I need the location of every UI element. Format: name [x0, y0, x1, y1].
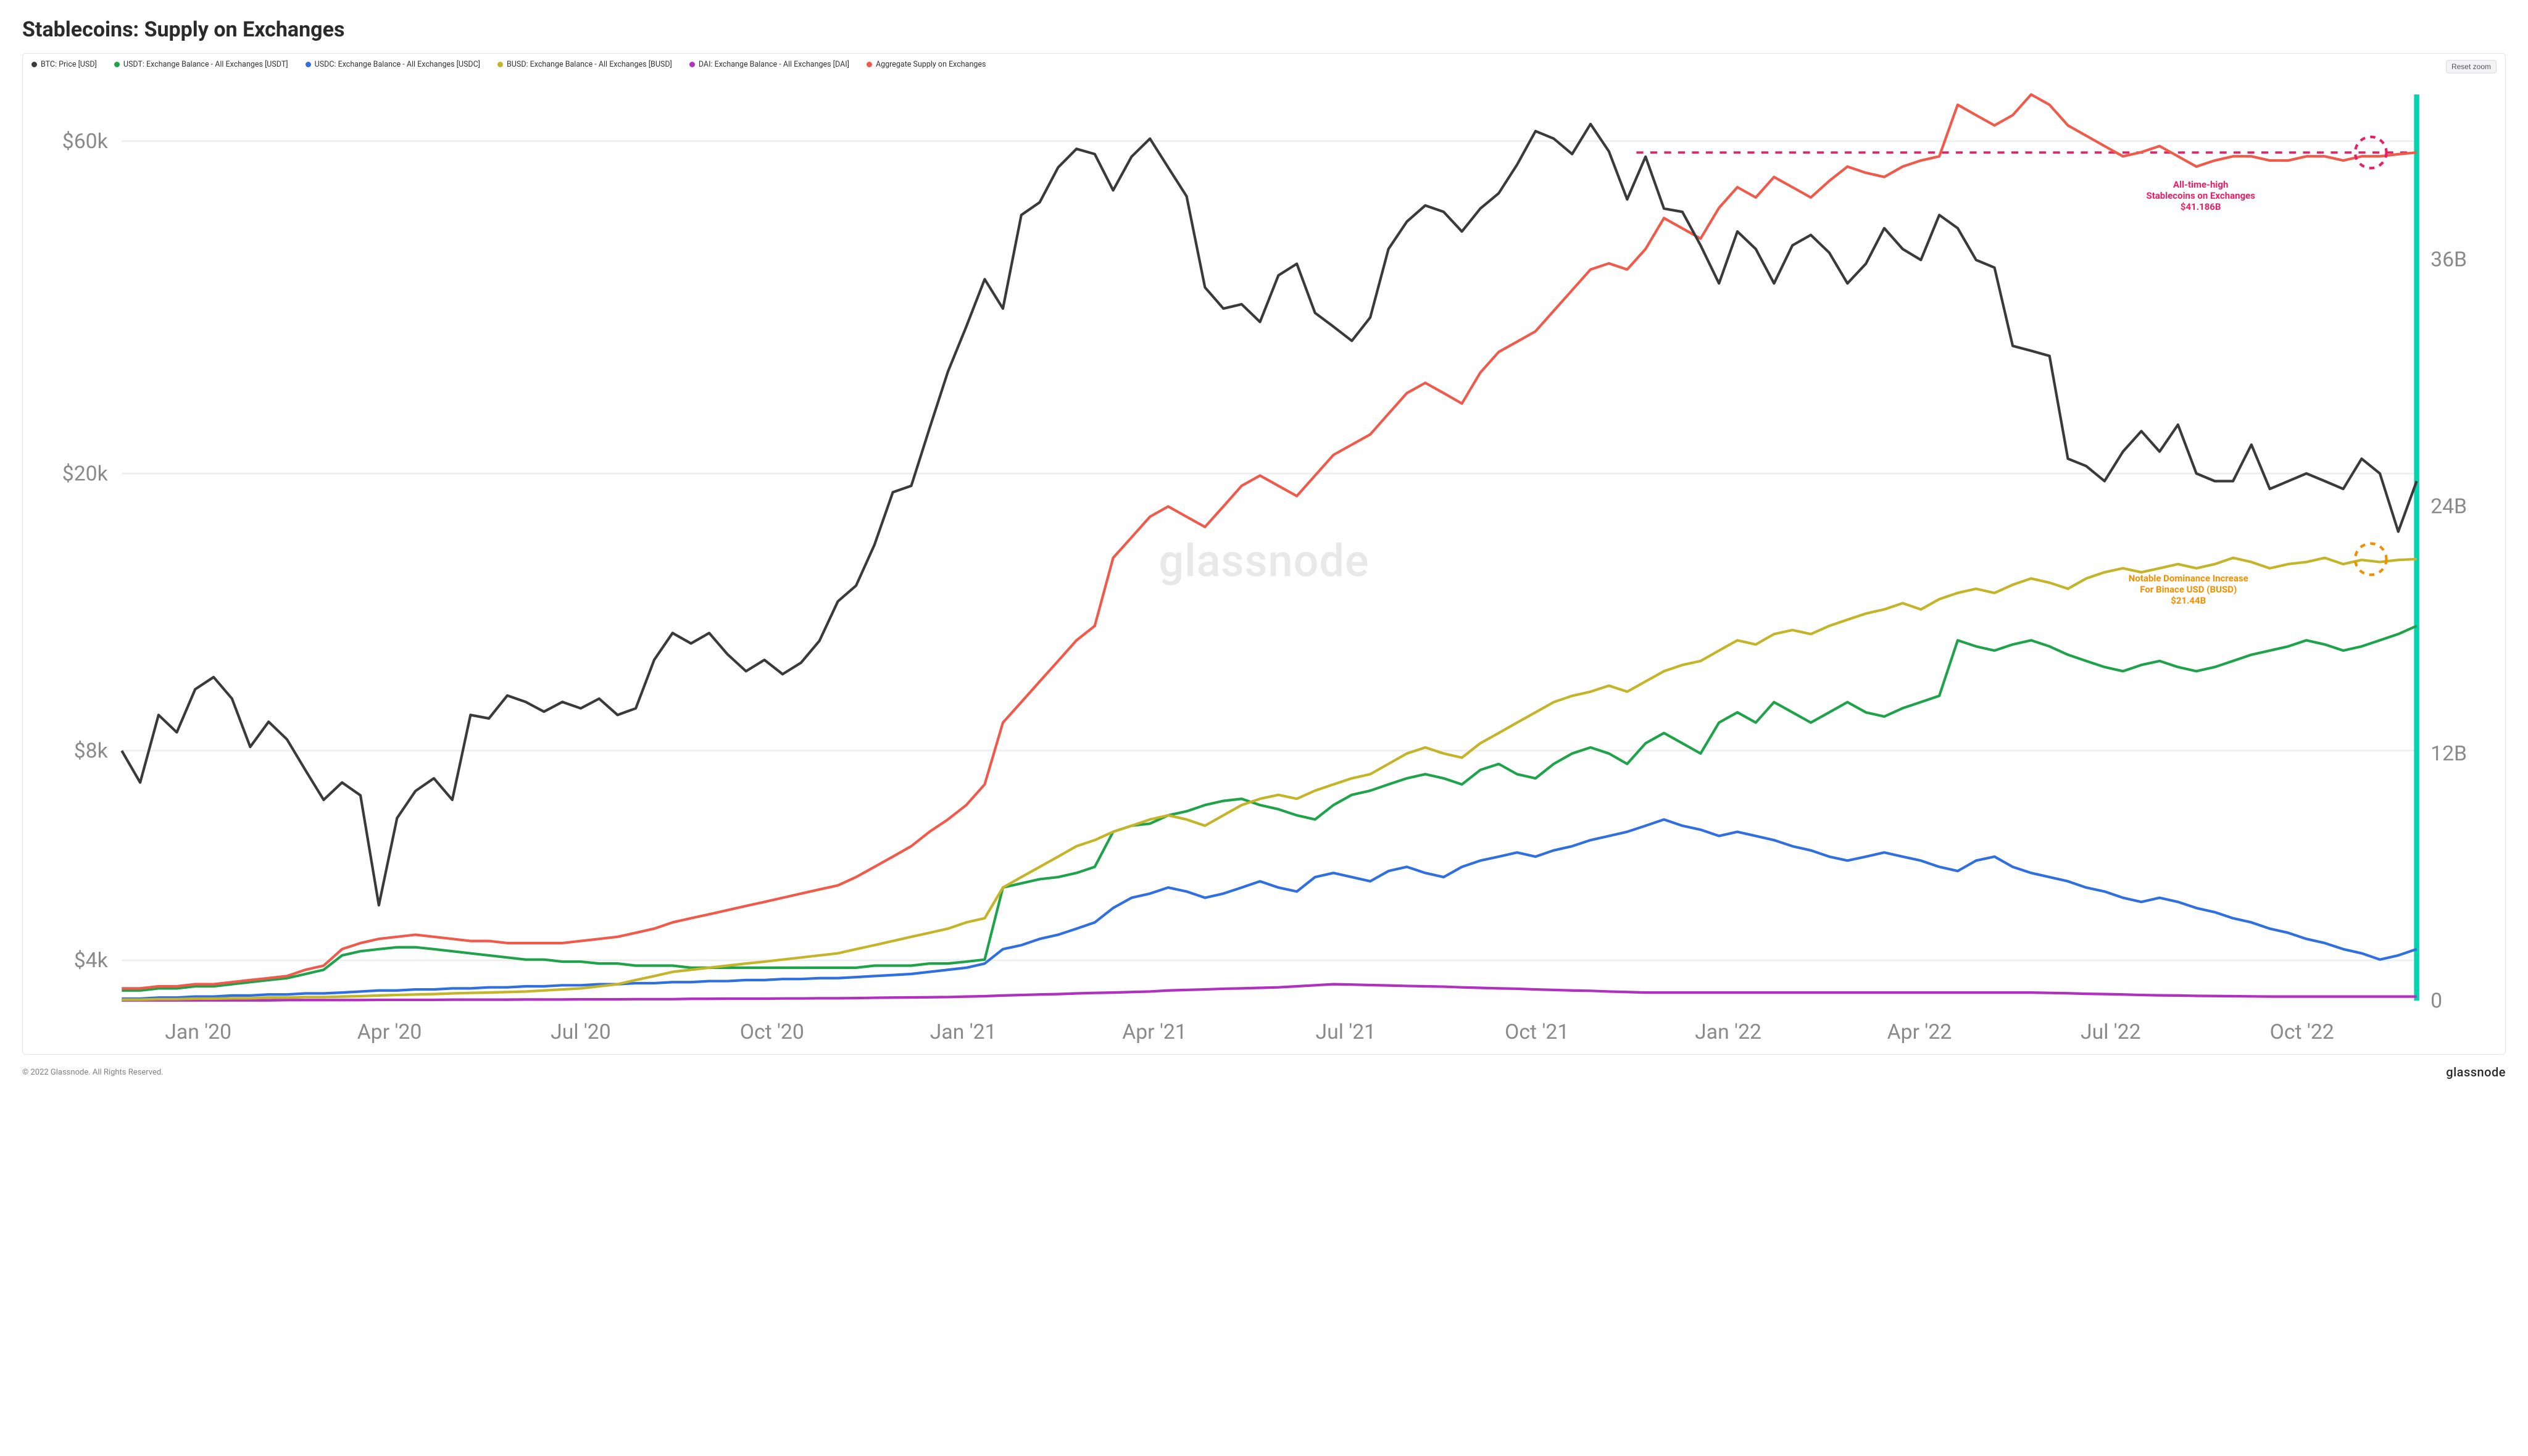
svg-text:Apr '21: Apr '21: [1122, 1020, 1187, 1044]
legend-row: BTC: Price [USD] USDT: Exchange Balance -…: [31, 60, 2497, 73]
chart-title: Stablecoins: Supply on Exchanges: [22, 17, 2506, 42]
reset-zoom-button[interactable]: Reset zoom: [2446, 60, 2497, 73]
svg-text:24B: 24B: [2430, 495, 2467, 519]
legend-item[interactable]: Aggregate Supply on Exchanges: [867, 60, 986, 69]
svg-text:12B: 12B: [2430, 742, 2467, 766]
brand-logo: glassnode: [2446, 1065, 2506, 1080]
svg-text:Oct '20: Oct '20: [740, 1020, 804, 1044]
svg-text:$20k: $20k: [62, 462, 109, 486]
svg-text:36B: 36B: [2430, 248, 2467, 272]
svg-text:Jul '22: Jul '22: [2081, 1020, 2141, 1044]
legend-item[interactable]: USDC: Exchange Balance - All Exchanges […: [306, 60, 480, 69]
legend-label: USDT: Exchange Balance - All Exchanges […: [123, 60, 288, 69]
svg-text:Jan '22: Jan '22: [1695, 1020, 1761, 1044]
legend-swatch: [497, 62, 503, 67]
legend-swatch: [31, 62, 37, 67]
chart-svg[interactable]: $4k $8k $20k $60k 0 12B 24B 36B Jan '20 Apr '20 Ju…: [31, 77, 2497, 1049]
svg-text:$8k: $8k: [74, 739, 109, 763]
svg-text:Apr '20: Apr '20: [357, 1020, 422, 1044]
legend-swatch: [306, 62, 311, 67]
plot-area: glassnode $4k$8k$20k$60k012B24B36BJan '2…: [31, 77, 2497, 1049]
legend-label: USDC: Exchange Balance - All Exchanges […: [315, 60, 480, 69]
legend-item[interactable]: BUSD: Exchange Balance - All Exchanges […: [497, 60, 672, 69]
svg-text:Jul '21: Jul '21: [1316, 1020, 1376, 1044]
svg-text:0: 0: [2430, 989, 2442, 1013]
svg-text:Oct '22: Oct '22: [2270, 1020, 2334, 1044]
legend-item[interactable]: DAI: Exchange Balance - All Exchanges [D…: [689, 60, 849, 69]
legend-label: Aggregate Supply on Exchanges: [876, 60, 986, 69]
legend-label: BUSD: Exchange Balance - All Exchanges […: [507, 60, 672, 69]
legend-swatch: [867, 62, 872, 67]
legend-item[interactable]: USDT: Exchange Balance - All Exchanges […: [114, 60, 288, 69]
legend-swatch: [114, 62, 120, 67]
svg-text:Jan '21: Jan '21: [930, 1020, 997, 1044]
legend-item[interactable]: BTC: Price [USD]: [31, 60, 97, 69]
footer: © 2022 Glassnode. All Rights Reserved. g…: [22, 1065, 2506, 1080]
legend-label: BTC: Price [USD]: [41, 60, 97, 69]
legend-label: DAI: Exchange Balance - All Exchanges [D…: [699, 60, 849, 69]
chart-card: BTC: Price [USD] USDT: Exchange Balance -…: [22, 53, 2506, 1055]
copyright-text: © 2022 Glassnode. All Rights Reserved.: [22, 1068, 164, 1077]
svg-text:Jan '20: Jan '20: [165, 1020, 231, 1044]
legend-items: BTC: Price [USD] USDT: Exchange Balance -…: [31, 60, 986, 69]
svg-text:Apr '22: Apr '22: [1887, 1020, 1952, 1044]
svg-text:Oct '21: Oct '21: [1505, 1020, 1569, 1044]
svg-text:$4k: $4k: [74, 949, 109, 973]
svg-text:$60k: $60k: [62, 130, 109, 154]
svg-text:Jul '20: Jul '20: [551, 1020, 611, 1044]
legend-swatch: [689, 62, 695, 67]
